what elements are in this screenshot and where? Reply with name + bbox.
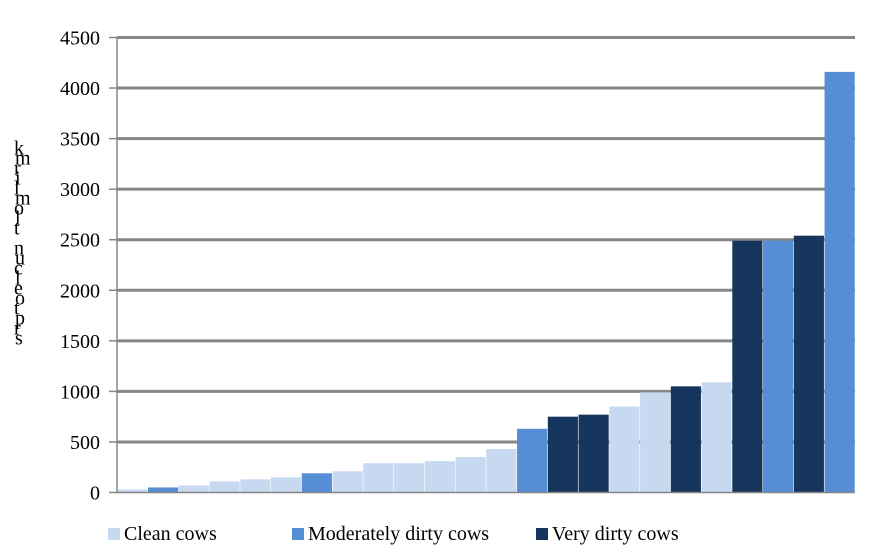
legend-swatch — [536, 528, 548, 540]
legend: Clean cows Moderately dirty cows Very dirt… — [108, 523, 679, 545]
legend-item: Moderately dirty cows — [292, 523, 489, 545]
y-tick-label: 0 — [90, 483, 100, 505]
legend-label: Moderately dirty cows — [308, 523, 489, 545]
bar — [824, 71, 855, 493]
y-tick-label: 4000 — [60, 78, 100, 100]
bar — [517, 428, 548, 493]
bar — [209, 481, 240, 493]
bar — [148, 487, 179, 493]
bar — [271, 477, 302, 493]
bar — [670, 386, 701, 493]
bars — [117, 71, 855, 493]
bar — [793, 235, 824, 493]
legend-item: Clean cows — [108, 523, 217, 545]
bar — [547, 416, 578, 493]
legend-item: Very dirty cows — [536, 523, 679, 545]
bar — [763, 240, 794, 493]
gridlines — [117, 36, 855, 444]
bar — [363, 463, 394, 493]
bar — [424, 461, 455, 493]
y-tick-label: 3500 — [60, 129, 100, 151]
legend-swatch — [108, 528, 120, 540]
bar — [609, 406, 640, 493]
y-tick-label: 500 — [70, 432, 100, 454]
y-tick-label: 3000 — [60, 179, 100, 201]
bar — [301, 473, 332, 493]
bar — [178, 485, 209, 493]
bar — [394, 463, 425, 493]
bar — [578, 414, 609, 493]
legend-label: Clean cows — [124, 523, 217, 545]
y-tick-label: 4500 — [60, 28, 100, 50]
y-axis-label-text: kmrilmolt nucleotprs — [14, 138, 31, 350]
y-tick-label: 2000 — [60, 280, 100, 302]
y-tick-label: 1500 — [60, 331, 100, 353]
bar — [732, 240, 763, 493]
legend-swatch — [292, 528, 304, 540]
bar — [332, 471, 363, 493]
bar — [640, 392, 671, 493]
y-axis-label: kmrilmolt nucleotprs — [14, 138, 31, 350]
axes — [109, 36, 855, 494]
y-tick-labels: 0 500 1000 1500 2000 2500 3000 3500 4000 4500 — [60, 28, 100, 505]
bar — [701, 382, 732, 493]
y-tick-label: 1000 — [60, 381, 100, 403]
y-tick-label: 2500 — [60, 230, 100, 252]
legend-label: Very dirty cows — [552, 523, 679, 545]
bar — [240, 479, 271, 493]
bar — [486, 449, 517, 493]
bar — [455, 457, 486, 493]
bar — [117, 489, 148, 493]
